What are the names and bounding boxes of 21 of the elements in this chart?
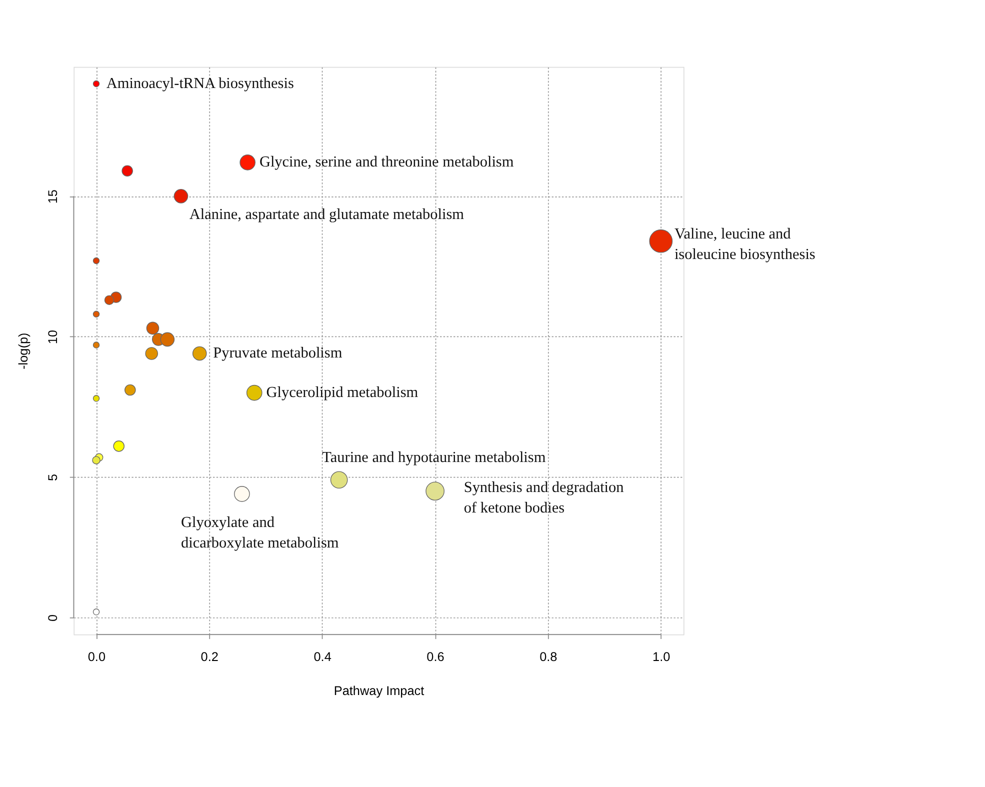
x-tick-label: 0.0 — [88, 650, 106, 664]
x-tick-label: 0.2 — [200, 650, 218, 664]
annotation: Aminoacyl-tRNA biosynthesis — [106, 75, 294, 92]
x-tick-label: 0.8 — [540, 650, 558, 664]
x-axis-title: Pathway Impact — [334, 684, 425, 698]
annotation: Pyruvate metabolism — [213, 344, 342, 362]
annotation: Taurine and hypotaurine metabolism — [322, 449, 546, 466]
annotation: Glycerolipid metabolism — [266, 384, 418, 402]
annotation: Alanine, aspartate and glutamate metabolism — [189, 206, 464, 224]
y-tick-label: 0 — [46, 614, 60, 622]
y-axis-title: -log(p) — [16, 332, 31, 370]
annotation: Glycine, serine and threonine metabolism — [259, 154, 514, 171]
x-tick-label: 1.0 — [652, 650, 670, 664]
y-tick-label: 15 — [46, 190, 60, 204]
y-tick-label: 5 — [46, 474, 60, 482]
x-tick-label: 0.4 — [314, 650, 332, 664]
annotation: Synthesis and degradation of ketone bodies — [464, 478, 624, 516]
annotation: Glyoxylate and dicarboxylate metabolism — [180, 514, 339, 552]
y-tick-label: 10 — [46, 330, 60, 344]
x-tick-label: 0.6 — [426, 650, 444, 664]
annotation: Valine, leucine and isoleucine biosynthesis — [674, 226, 816, 263]
